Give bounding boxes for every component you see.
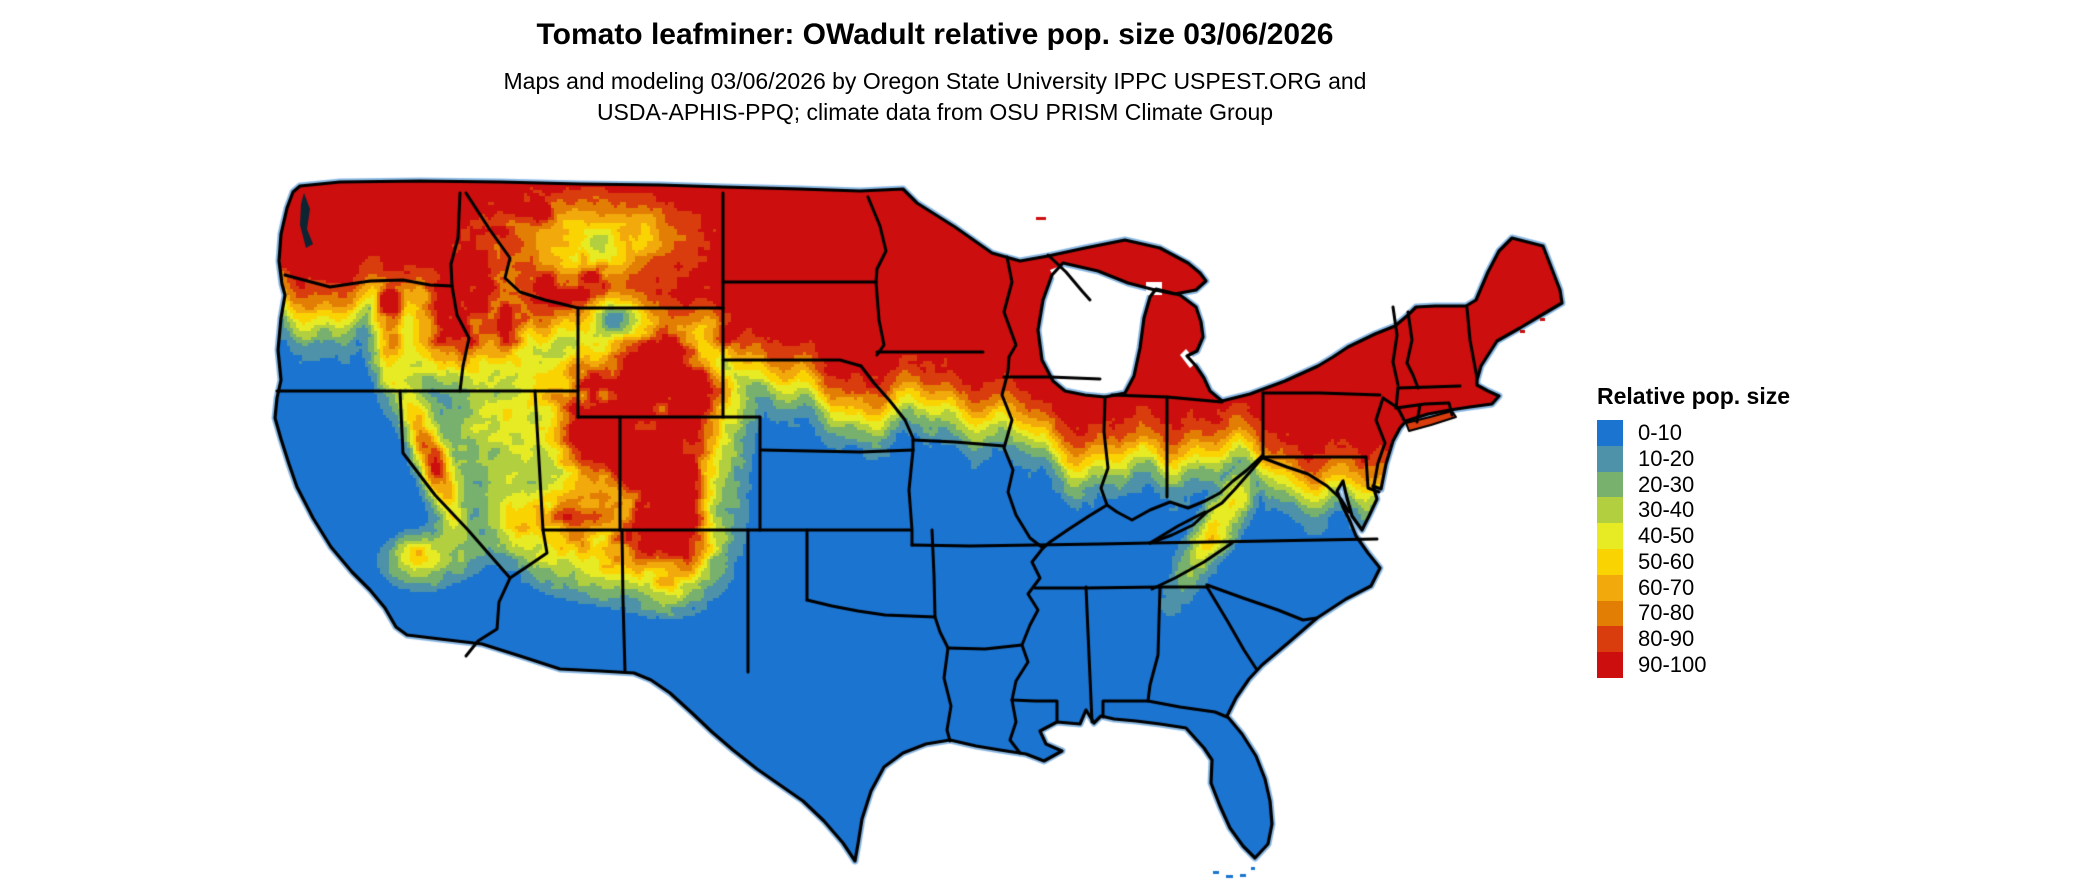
legend-swatch xyxy=(1597,626,1623,653)
legend-label: 90-100 xyxy=(1638,652,1707,678)
legend-item: 60-70 xyxy=(1597,575,1790,601)
legend-label: 10-20 xyxy=(1638,445,1695,471)
legend-swatch xyxy=(1597,600,1623,627)
legend-swatch xyxy=(1597,548,1623,575)
legend-label: 20-30 xyxy=(1638,471,1695,497)
legend-swatch xyxy=(1597,420,1623,446)
legend-label: 50-60 xyxy=(1638,548,1695,574)
legend-label: 60-70 xyxy=(1638,574,1695,600)
legend-label: 30-40 xyxy=(1638,497,1695,523)
legend-swatch xyxy=(1597,471,1623,498)
legend-swatch xyxy=(1597,574,1623,601)
legend-item: 80-90 xyxy=(1597,626,1790,653)
legend-item: 0-10 xyxy=(1597,420,1790,446)
legend-item: 90-100 xyxy=(1597,652,1790,678)
legend-item: 70-80 xyxy=(1597,600,1790,627)
legend-items: 0-10 10-20 20-30 30-40 40-50 50-60 60-70 70-80 8… xyxy=(1597,420,1790,678)
legend-item: 50-60 xyxy=(1597,549,1790,575)
legend: Relative pop. size 0-10 10-20 20-30 30-40 40… xyxy=(1597,383,1790,678)
legend-item: 10-20 xyxy=(1597,446,1790,472)
legend-label: 0-10 xyxy=(1638,419,1683,445)
legend-swatch xyxy=(1597,497,1623,524)
legend-label: 40-50 xyxy=(1638,523,1695,549)
legend-label: 80-90 xyxy=(1638,626,1695,652)
legend-swatch xyxy=(1597,445,1623,472)
legend-swatch xyxy=(1597,523,1623,549)
legend-title: Relative pop. size xyxy=(1597,383,1791,409)
legend-label: 70-80 xyxy=(1638,600,1695,626)
legend-item: 40-50 xyxy=(1597,523,1790,549)
legend-item: 20-30 xyxy=(1597,472,1790,498)
legend-swatch xyxy=(1597,652,1623,678)
legend-item: 30-40 xyxy=(1597,497,1790,524)
